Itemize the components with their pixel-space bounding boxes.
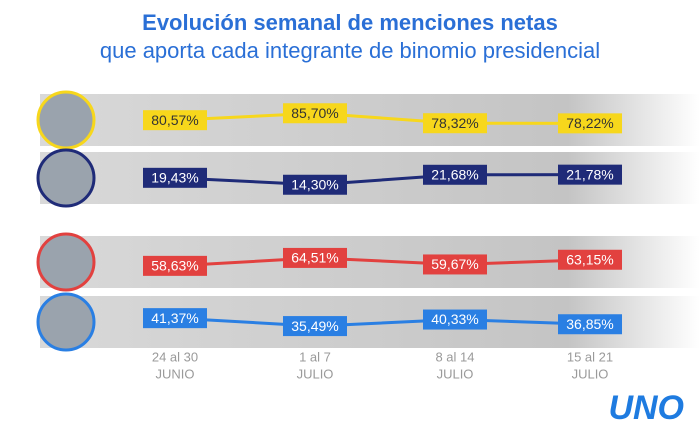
value-box	[283, 103, 347, 124]
value-label: 58,63%	[151, 258, 198, 274]
value-box	[423, 309, 487, 330]
value-box	[423, 113, 487, 134]
portrait	[36, 292, 96, 352]
x-tick-label: 15 al 21	[567, 349, 613, 364]
chart-subtitle: que aporta cada integrante de binomio pr…	[100, 38, 600, 63]
value-label: 40,33%	[431, 311, 478, 327]
value-label: 59,67%	[431, 256, 478, 272]
value-label: 85,70%	[291, 105, 338, 121]
x-tick-label: JULIO	[437, 366, 474, 381]
value-box	[423, 164, 487, 185]
value-box	[558, 249, 622, 270]
logo: UNO	[608, 389, 684, 427]
series-line	[174, 256, 591, 268]
value-label: 19,43%	[151, 170, 198, 186]
value-box	[423, 254, 487, 275]
value-box	[143, 110, 207, 131]
portrait	[36, 232, 96, 292]
value-box	[558, 113, 622, 134]
value-box	[283, 247, 347, 268]
value-label: 78,22%	[566, 115, 613, 131]
chart-title: Evolución semanal de menciones netas	[142, 10, 558, 35]
value-box	[143, 255, 207, 276]
value-label: 41,37%	[151, 310, 198, 326]
portrait	[36, 148, 96, 208]
x-tick-label: 24 al 30	[152, 349, 198, 364]
x-tick-label: 1 al 7	[299, 349, 331, 364]
series-line	[174, 173, 591, 187]
portrait	[36, 90, 96, 150]
value-box	[283, 174, 347, 195]
series-line	[174, 111, 591, 125]
x-tick-label: JUNIO	[156, 366, 195, 381]
value-label: 21,68%	[431, 166, 478, 182]
series-line	[174, 316, 591, 328]
value-label: 36,85%	[566, 316, 613, 332]
x-tick-label: 8 al 14	[435, 349, 474, 364]
value-box	[143, 308, 207, 329]
x-tick-label: JULIO	[297, 366, 334, 381]
value-box	[283, 316, 347, 337]
value-label: 21,78%	[566, 166, 613, 182]
x-tick-label: JULIO	[572, 366, 609, 381]
value-label: 35,49%	[291, 318, 338, 334]
value-box	[558, 164, 622, 185]
value-label: 80,57%	[151, 112, 198, 128]
value-label: 63,15%	[566, 251, 613, 267]
value-label: 64,51%	[291, 250, 338, 266]
value-box	[558, 314, 622, 335]
value-box	[143, 167, 207, 188]
value-label: 78,32%	[431, 115, 478, 131]
value-label: 14,30%	[291, 176, 338, 192]
